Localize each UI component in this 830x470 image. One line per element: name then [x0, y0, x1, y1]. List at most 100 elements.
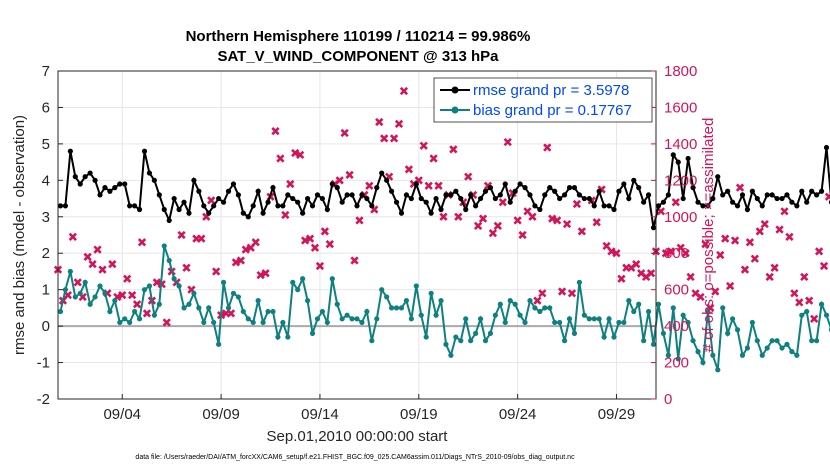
obs-point — [345, 170, 354, 179]
obs-point — [538, 289, 547, 298]
bias-point — [542, 305, 548, 311]
legend-rmse-label: rmse grand pr = 3.5978 — [473, 82, 629, 99]
bias-point — [626, 298, 632, 304]
rmse-point — [799, 188, 805, 194]
rmse-point — [497, 192, 503, 198]
obs-point — [498, 198, 507, 207]
obs-x-stroke — [300, 236, 310, 245]
rmse-point — [532, 203, 538, 209]
obs-point — [666, 247, 675, 256]
bias-point — [685, 319, 691, 326]
obs-x-stroke — [661, 249, 671, 258]
rmse-point — [779, 195, 785, 202]
left-tick-label: 7 — [42, 63, 50, 80]
rmse-point — [309, 203, 316, 209]
left-tick-label: 1 — [42, 282, 50, 299]
obs-point — [454, 212, 463, 221]
obs-x-stroke — [681, 249, 690, 258]
rmse-point — [566, 185, 573, 191]
bias-point — [141, 287, 148, 293]
obs-x-stroke — [760, 219, 769, 229]
bias-point — [418, 312, 424, 318]
obs-x-stroke — [98, 265, 107, 274]
obs-x-stroke — [142, 309, 152, 318]
obs-point — [152, 278, 161, 287]
bias-point — [388, 305, 395, 311]
obs-point — [380, 134, 389, 143]
x-tick-label: 09/19 — [400, 406, 438, 423]
bias-point — [463, 316, 469, 322]
obs-point — [340, 128, 349, 138]
bias-point — [636, 301, 642, 307]
obs-point — [607, 247, 616, 256]
bias-point — [285, 334, 291, 340]
obs-x-stroke — [241, 245, 250, 254]
obs-x-stroke — [755, 227, 764, 236]
obs-x-stroke — [730, 236, 740, 245]
rmse-point — [122, 181, 128, 187]
bias-point — [280, 319, 286, 326]
rmse-point — [754, 195, 760, 202]
bias-point — [324, 319, 330, 326]
obs-point — [780, 207, 789, 216]
bias-point — [428, 290, 434, 296]
obs-x-stroke — [686, 272, 695, 282]
bias-point — [151, 312, 157, 318]
obs-x-stroke — [735, 183, 745, 192]
obs-x-stroke — [493, 221, 502, 231]
bias-point — [87, 301, 93, 307]
bias-point — [181, 305, 187, 311]
rmse-point — [695, 199, 701, 205]
bias-point — [270, 308, 276, 315]
bias-point — [502, 319, 508, 326]
bias-point — [97, 283, 103, 289]
rmse-point — [631, 177, 637, 183]
rmse-point — [379, 170, 385, 176]
obs-x-stroke — [137, 238, 147, 247]
rmse-point — [700, 203, 706, 209]
legend: rmse grand pr = 3.5978 bias grand pr = 0… — [433, 77, 653, 123]
bias-point — [823, 312, 830, 318]
obs-x-stroke — [424, 181, 433, 190]
rmse-point — [814, 192, 820, 198]
bias-point — [473, 330, 479, 336]
obs-x-stroke — [271, 127, 280, 136]
rmse-point — [250, 203, 256, 209]
rmse-point — [655, 203, 662, 209]
bias-point — [734, 327, 741, 333]
rmse-point — [487, 185, 494, 191]
obs-x-stroke — [325, 239, 334, 249]
bias-point — [255, 298, 261, 304]
right-tick-label: 1800 — [664, 63, 697, 80]
bias-point — [621, 319, 627, 326]
rmse-point — [492, 195, 498, 202]
x-tick-label: 09/09 — [202, 406, 240, 423]
rmse-point — [225, 188, 232, 194]
bias-point — [818, 301, 825, 307]
obs-x-stroke — [93, 245, 102, 254]
bias-point — [814, 338, 820, 344]
bias-point — [482, 338, 489, 344]
bias-point — [230, 290, 237, 296]
obs-x-stroke — [770, 263, 779, 272]
obs-point — [142, 309, 152, 318]
rmse-point — [374, 185, 380, 191]
bias-point — [764, 345, 770, 351]
x-axis-ticks: 09/04 09/09 09/14 09/19 09/24 09/29 — [103, 394, 635, 423]
bias-point — [235, 294, 241, 300]
obs-x-stroke — [370, 205, 379, 214]
obs-x-stroke — [488, 229, 498, 238]
obs-point — [646, 269, 656, 278]
obs-x-stroke — [132, 300, 142, 309]
bias-point — [492, 312, 498, 318]
rmse-point — [616, 188, 622, 194]
rmse-point — [823, 144, 830, 151]
bias-point — [82, 279, 88, 285]
x-tick-label: 09/14 — [301, 406, 339, 423]
rmse-point — [660, 199, 667, 205]
obs-point — [93, 245, 102, 254]
obs-x-stroke — [63, 291, 73, 300]
rmse-point — [285, 192, 291, 198]
rmse-point — [690, 185, 696, 191]
rmse-point — [275, 203, 281, 209]
